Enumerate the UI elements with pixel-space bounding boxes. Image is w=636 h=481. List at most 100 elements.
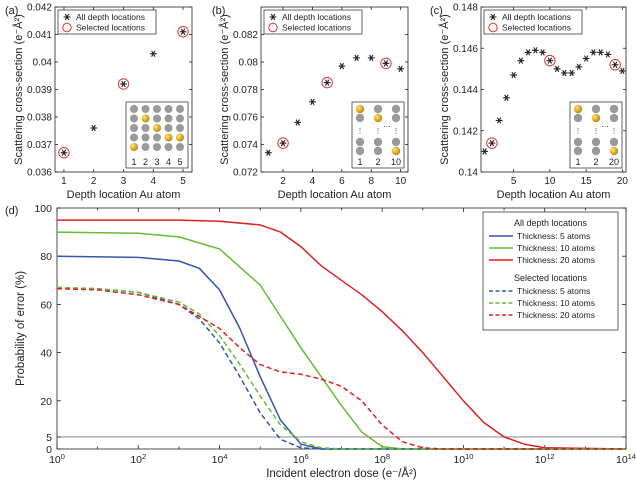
y-tick-label: 20 xyxy=(40,396,52,408)
gold-atom xyxy=(609,146,619,156)
data-point xyxy=(90,124,98,132)
y-tick-label: 0.041 xyxy=(27,30,52,41)
legend-title: All depth locations xyxy=(514,218,588,228)
panel-label: (b) xyxy=(212,5,225,17)
data-point xyxy=(618,67,626,75)
y-tick-label: 0.144 xyxy=(453,85,478,96)
legend-star xyxy=(489,13,497,21)
selected-marker xyxy=(544,54,556,67)
panel-label: (c) xyxy=(430,5,443,17)
inset-label: 3 xyxy=(154,157,159,167)
y-tick-label: 0.142 xyxy=(453,126,478,137)
star-stroke xyxy=(525,49,531,56)
x-tick-label: 10 xyxy=(395,176,407,187)
grey-atom xyxy=(141,105,150,113)
data-point xyxy=(517,57,525,64)
x-tick-label: 5 xyxy=(511,176,517,187)
star-stroke xyxy=(496,117,502,124)
all-series-line xyxy=(56,255,626,450)
selected-marker xyxy=(321,76,333,89)
star-stroke xyxy=(562,69,567,77)
selected-marker xyxy=(58,147,70,159)
star-stroke xyxy=(151,50,156,57)
data-point xyxy=(502,94,510,101)
gold-atom xyxy=(164,133,173,142)
grey-atom xyxy=(141,124,150,132)
grey-atom xyxy=(391,104,401,114)
selected-marker xyxy=(609,59,621,71)
star-stroke xyxy=(620,67,625,75)
panel-label: (a) xyxy=(5,5,18,17)
grey-atom xyxy=(130,114,138,123)
grey-atom xyxy=(573,146,583,156)
inset-label: 2 xyxy=(593,157,598,167)
star-stroke xyxy=(324,79,330,86)
star-stroke xyxy=(369,54,374,62)
y-tick-label: 0.082 xyxy=(233,30,258,41)
x-tick-label: 106 xyxy=(293,452,309,466)
data-point xyxy=(546,57,554,64)
legend-circle xyxy=(268,22,278,33)
star-stroke xyxy=(504,94,509,101)
grey-atom xyxy=(609,137,619,147)
inset-label: 1 xyxy=(131,157,136,167)
data-point xyxy=(560,69,568,77)
grey-atom xyxy=(176,114,184,123)
y-tick-label: 5 xyxy=(46,432,52,444)
panel-c: (c) 0.14 0.142 0.144 0.146 0.148 5 10 15 20 Depth … xyxy=(430,3,628,202)
star-stroke xyxy=(540,49,545,56)
star-stroke xyxy=(270,13,276,21)
all-series-line xyxy=(57,219,627,450)
panel-label: (d) xyxy=(5,205,18,217)
star-stroke xyxy=(354,54,359,62)
x-tick-label: 1012 xyxy=(535,452,555,466)
grey-atom xyxy=(591,104,601,114)
data-point xyxy=(597,49,605,56)
legend-box xyxy=(483,9,583,35)
selected-marker xyxy=(177,26,189,38)
star-stroke xyxy=(490,13,496,21)
star-stroke xyxy=(489,139,495,147)
y-tick-label: 0.038 xyxy=(27,113,52,124)
star-stroke xyxy=(383,60,389,67)
selected-marker xyxy=(380,57,392,70)
inset-ellipsis: ⋮ xyxy=(375,128,382,135)
star-stroke xyxy=(511,71,516,79)
grey-atom xyxy=(164,124,173,132)
x-tick-label: 8 xyxy=(368,176,374,187)
legend-circle xyxy=(488,22,498,33)
grey-atom xyxy=(373,137,383,147)
legend-label: All depth locations xyxy=(76,12,145,22)
star-stroke xyxy=(547,57,553,64)
gold-atom xyxy=(573,104,583,114)
star-stroke xyxy=(569,69,574,77)
gold-atom xyxy=(130,143,138,151)
x-axis-label: Depth location Au atom xyxy=(497,189,611,201)
star-stroke xyxy=(591,49,596,56)
grey-atom xyxy=(153,114,161,123)
star-stroke xyxy=(612,61,618,68)
legend-box xyxy=(482,211,619,331)
x-tick-label: 4 xyxy=(310,176,316,187)
data-point xyxy=(279,139,287,147)
y-tick-label: 0.039 xyxy=(27,85,52,96)
star-stroke xyxy=(64,13,70,21)
x-tick-label: 1 xyxy=(61,176,67,187)
star-stroke xyxy=(266,149,271,156)
grey-atom xyxy=(373,146,383,156)
inset-ellipsis: ⋮ xyxy=(575,128,582,135)
x-tick-label: 2 xyxy=(91,176,97,187)
legend-title: Selected locations xyxy=(514,273,588,283)
gold-atom xyxy=(391,146,401,156)
data-point xyxy=(589,49,597,56)
grey-atom xyxy=(176,105,184,113)
legend-box xyxy=(263,9,363,35)
y-tick-label: 80 xyxy=(40,251,52,263)
grey-atom xyxy=(164,143,173,151)
grey-atom xyxy=(153,143,161,151)
data-point xyxy=(338,62,346,70)
grey-atom xyxy=(130,124,138,132)
x-axis-label: Depth location Au atom xyxy=(278,189,392,201)
y-tick-label: 0.042 xyxy=(27,3,52,14)
